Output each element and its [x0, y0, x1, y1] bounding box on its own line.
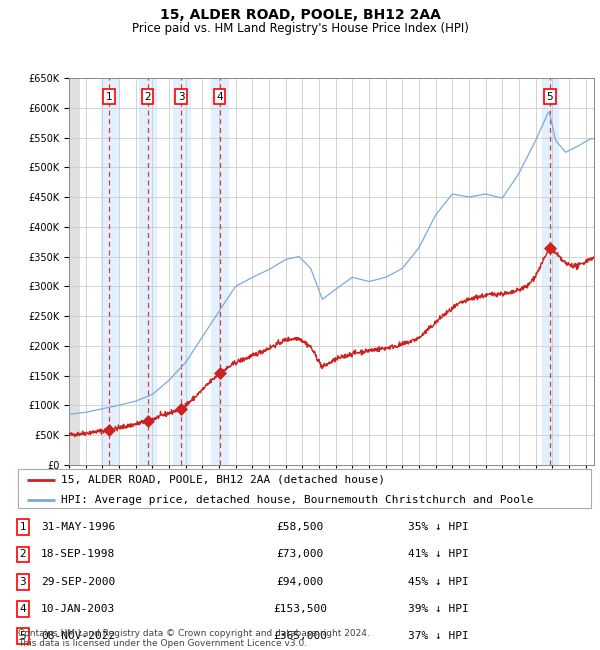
Text: 29-SEP-2000: 29-SEP-2000	[41, 577, 115, 587]
Text: 3: 3	[19, 577, 26, 587]
Text: 45% ↓ HPI: 45% ↓ HPI	[408, 577, 469, 587]
Text: 2: 2	[144, 92, 151, 101]
Text: 3: 3	[178, 92, 185, 101]
Text: 1: 1	[19, 522, 26, 532]
Text: 31-MAY-1996: 31-MAY-1996	[41, 522, 115, 532]
Text: 5: 5	[547, 92, 553, 101]
Text: 5: 5	[19, 631, 26, 642]
Text: £58,500: £58,500	[277, 522, 323, 532]
Bar	[542, 78, 558, 465]
Text: 08-NOV-2022: 08-NOV-2022	[41, 631, 115, 642]
Bar	[101, 78, 118, 465]
Text: HPI: Average price, detached house, Bournemouth Christchurch and Poole: HPI: Average price, detached house, Bour…	[61, 495, 533, 504]
Text: 4: 4	[19, 604, 26, 614]
Text: 35% ↓ HPI: 35% ↓ HPI	[408, 522, 469, 532]
Text: 10-JAN-2003: 10-JAN-2003	[41, 604, 115, 614]
Text: Contains HM Land Registry data © Crown copyright and database right 2024.
This d: Contains HM Land Registry data © Crown c…	[18, 629, 370, 648]
Bar	[173, 78, 190, 465]
Text: 39% ↓ HPI: 39% ↓ HPI	[408, 604, 469, 614]
Text: Price paid vs. HM Land Registry's House Price Index (HPI): Price paid vs. HM Land Registry's House …	[131, 22, 469, 35]
Bar	[139, 78, 156, 465]
Text: 37% ↓ HPI: 37% ↓ HPI	[408, 631, 469, 642]
Text: £73,000: £73,000	[277, 549, 323, 560]
Bar	[211, 78, 228, 465]
Text: £365,000: £365,000	[273, 631, 327, 642]
Text: 1: 1	[106, 92, 112, 101]
FancyBboxPatch shape	[18, 469, 591, 508]
Text: £94,000: £94,000	[277, 577, 323, 587]
Text: 15, ALDER ROAD, POOLE, BH12 2AA (detached house): 15, ALDER ROAD, POOLE, BH12 2AA (detache…	[61, 475, 385, 485]
Text: £153,500: £153,500	[273, 604, 327, 614]
Bar	[69, 78, 80, 465]
Text: 2: 2	[19, 549, 26, 560]
Text: 18-SEP-1998: 18-SEP-1998	[41, 549, 115, 560]
Text: 41% ↓ HPI: 41% ↓ HPI	[408, 549, 469, 560]
Bar	[69, 78, 80, 465]
Text: 15, ALDER ROAD, POOLE, BH12 2AA: 15, ALDER ROAD, POOLE, BH12 2AA	[160, 8, 440, 22]
Text: 4: 4	[216, 92, 223, 101]
